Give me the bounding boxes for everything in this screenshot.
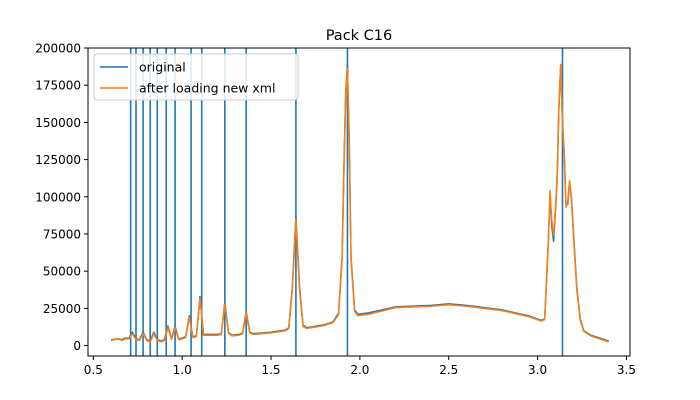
- y-tick-label-0: 0: [73, 339, 81, 353]
- x-tick-label-0: 0.5: [84, 363, 103, 377]
- y-tick-label-4: 100000: [35, 190, 81, 204]
- y-tick-label-5: 125000: [35, 153, 81, 167]
- x-tick-label-5: 3.0: [528, 363, 547, 377]
- legend-label-original: original: [139, 60, 186, 75]
- x-tick-label-3: 2.0: [350, 363, 369, 377]
- y-tick-label-7: 175000: [35, 79, 81, 93]
- x-tick-label-2: 1.5: [261, 363, 280, 377]
- y-axis: 0 25000 50000 75000 100000 125000 150000 175000…: [35, 42, 88, 353]
- series-line-1: [110, 63, 609, 343]
- series-line-0: [111, 63, 609, 342]
- y-tick-label-3: 75000: [43, 227, 81, 241]
- x-tick-label-6: 3.5: [617, 363, 636, 377]
- x-axis: 0.5 1.0 1.5 2.0 2.5 3.0 3.5: [84, 356, 636, 377]
- legend: original after loading new xml: [93, 53, 299, 101]
- x-tick-label-4: 2.5: [439, 363, 458, 377]
- y-tick-label-2: 50000: [43, 265, 81, 279]
- plot-frame: [87, 47, 631, 357]
- x-tick-label-1: 1.0: [173, 363, 192, 377]
- y-tick-label-1: 25000: [43, 302, 81, 316]
- legend-label-after-loading-new-xml: after loading new xml: [139, 81, 275, 96]
- y-tick-label-8: 200000: [35, 42, 81, 56]
- chart-title: Pack C16: [326, 28, 393, 44]
- y-tick-label-6: 150000: [35, 116, 81, 130]
- legend-box: [93, 53, 299, 101]
